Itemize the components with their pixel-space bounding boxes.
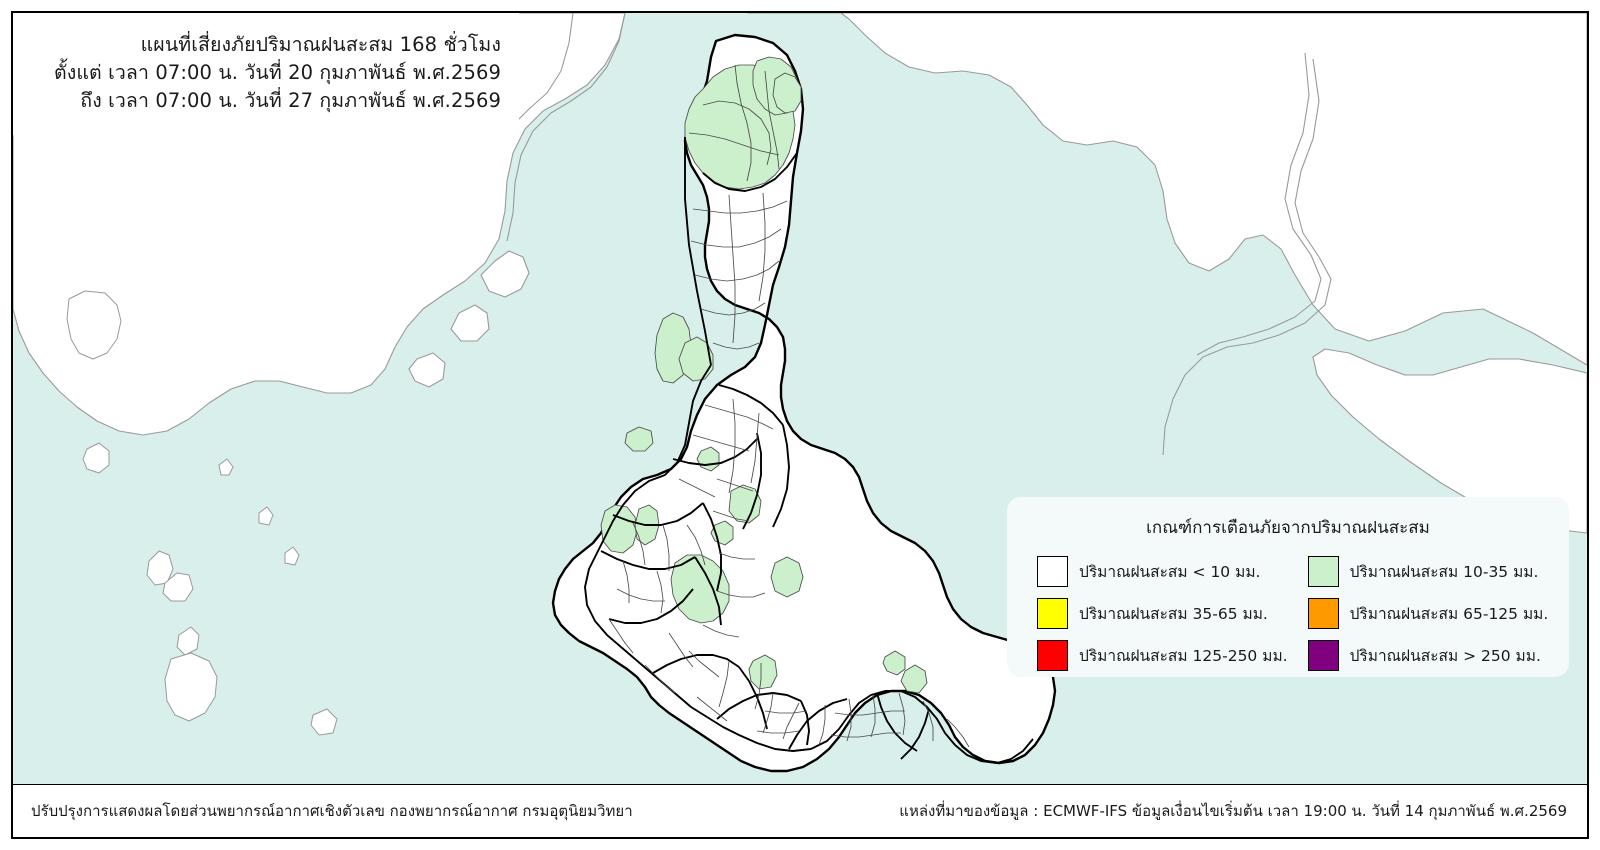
legend-item-lt-10[interactable]: ปริมาณฝนสะสม < 10 มม.	[1023, 551, 1288, 591]
legend-swatch-lt-10	[1037, 555, 1068, 587]
legend-item-125-250[interactable]: ปริมาณฝนสะสม 125-250 มม.	[1023, 635, 1288, 675]
legend-item-35-65[interactable]: ปริมาณฝนสะสม 35-65 มม.	[1023, 593, 1288, 633]
legend-label-125-250: ปริมาณฝนสะสม 125-250 มม.	[1079, 646, 1288, 665]
legend-grid: ปริมาณฝนสะสม < 10 มม. ปริมาณฝนสะสม 10-35…	[1023, 551, 1553, 675]
title-line-1: แผนที่เสี่ยงภัยปริมาณฝนสะสม 168 ชั่วโมง	[140, 32, 501, 56]
footer-bar: ปรับปรุงการแสดงผลโดยส่วนพยากรณ์อากาศเชิง…	[13, 784, 1587, 837]
province-boundaries	[584, 137, 1034, 764]
legend-panel: เกณฑ์การเตือนภัยจากปริมาณฝนสะสม ปริมาณฝน…	[1007, 497, 1569, 677]
andaman-islands	[66, 290, 338, 736]
legend-label-10-35: ปริมาณฝนสะสม 10-35 มม.	[1349, 562, 1539, 581]
legend-label-gt-250: ปริมาณฝนสะสม > 250 มม.	[1349, 646, 1541, 665]
legend-label-65-125: ปริมาณฝนสะสม 65-125 มม.	[1349, 604, 1549, 623]
legend-swatch-65-125	[1307, 597, 1339, 629]
footer-note-left: ปรับปรุงการแสดงผลโดยส่วนพยากรณ์อากาศเชิง…	[31, 802, 633, 820]
legend-swatch-gt-250	[1307, 639, 1339, 671]
map-title-box: แผนที่เสี่ยงภัยปริมาณฝนสะสม 168 ชั่วโมง …	[13, 13, 519, 135]
map-canvas[interactable]: .sea{fill:#d8efec;} .land{fill:#ffffff;s…	[13, 13, 1587, 784]
legend-swatch-10-35	[1307, 555, 1339, 587]
legend-label-35-65: ปริมาณฝนสะสม 35-65 มม.	[1079, 604, 1268, 623]
legend-item-10-35[interactable]: ปริมาณฝนสะสม 10-35 มม.	[1294, 551, 1553, 591]
north-province-borders	[688, 64, 780, 182]
legend-swatch-35-65	[1037, 597, 1068, 629]
district-boundaries	[608, 192, 970, 748]
title-line-2: ตั้งแต่ เวลา 07:00 น. วันที่ 20 กุมภาพัน…	[54, 60, 501, 84]
legend-item-gt-250[interactable]: ปริมาณฝนสะสม > 250 มม.	[1294, 635, 1553, 675]
footer-note-right: แหล่งที่มาของข้อมูล : ECMWF-IFS ข้อมูลเง…	[899, 802, 1567, 820]
legend-item-65-125[interactable]: ปริมาณฝนสะสม 65-125 มม.	[1294, 593, 1553, 633]
figure-frame: .sea{fill:#d8efec;} .land{fill:#ffffff;s…	[11, 11, 1589, 839]
legend-label-lt-10: ปริมาณฝนสะสม < 10 มม.	[1079, 562, 1261, 581]
title-line-3: ถึง เวลา 07:00 น. วันที่ 27 กุมภาพันธ์ พ…	[80, 89, 501, 113]
legend-swatch-125-250	[1037, 639, 1068, 671]
legend-title: เกณฑ์การเตือนภัยจากปริมาณฝนสะสม	[1146, 518, 1430, 538]
